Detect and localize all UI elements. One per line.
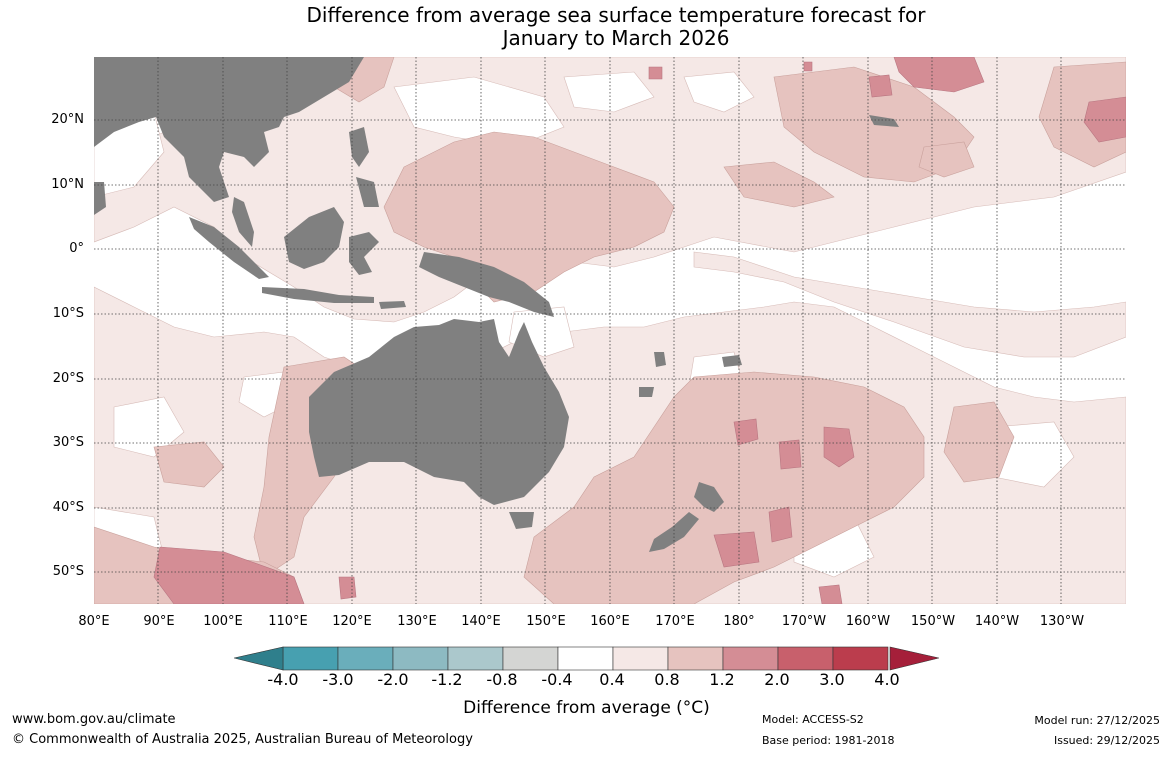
colorbar-segment (282, 646, 339, 671)
cbar-tick-m4.0: -4.0 (267, 670, 299, 689)
lon-label-160w: 160°W (845, 614, 891, 629)
lon-label-140w: 140°W (974, 614, 1020, 629)
colorbar-label: Difference from average (°C) (463, 698, 710, 718)
colorbar-segment (502, 646, 559, 671)
colorbar-segment (777, 646, 834, 671)
lon-label-130w: 130°W (1039, 614, 1085, 629)
cbar-tick-0.4: 0.4 (599, 670, 625, 689)
colorbar-segment (832, 646, 889, 671)
colorbar-segment (447, 646, 504, 671)
title-line-1: Difference from average sea surface temp… (306, 3, 926, 27)
lon-label-100e: 100°E (203, 614, 243, 629)
lat-label-20n: 20°N (51, 112, 84, 127)
land (94, 57, 899, 552)
sst-anomaly-map (94, 57, 1126, 604)
lon-label-170w: 170°W (781, 614, 827, 629)
colorbar-right-extension (889, 646, 939, 671)
cbar-tick-m3.0: -3.0 (322, 670, 354, 689)
lat-label-30s: 30°S (52, 435, 84, 450)
cbar-tick-m2.0: -2.0 (377, 670, 409, 689)
lon-label-170e: 170°E (655, 614, 695, 629)
colorbar-segment (667, 646, 724, 671)
cbar-tick-0.8: 0.8 (654, 670, 680, 689)
lon-label-160e: 160°E (590, 614, 630, 629)
lon-label-150w: 150°W (910, 614, 956, 629)
lon-label-180: 180° (723, 614, 755, 629)
lon-label-120e: 120°E (332, 614, 372, 629)
lat-label-10n: 10°N (51, 177, 84, 192)
colorbar-segment (612, 646, 669, 671)
anomaly-band-1.2-2.0 (153, 57, 1126, 604)
lat-label-20s: 20°S (52, 371, 84, 386)
lon-label-110e: 110°E (268, 614, 308, 629)
cbar-tick-2.0: 2.0 (764, 670, 790, 689)
map-canvas (94, 57, 1126, 604)
cbar-tick-1.2: 1.2 (709, 670, 735, 689)
graticule (94, 57, 1126, 604)
cbar-tick-4.0: 4.0 (874, 670, 900, 689)
cbar-tick-m0.8: -0.8 (486, 670, 518, 689)
lat-label-50s: 50°S (52, 564, 84, 579)
colorbar-segment (722, 646, 779, 671)
lat-label-40s: 40°S (52, 500, 84, 515)
cbar-tick-m1.2: -1.2 (431, 670, 463, 689)
lon-label-140e: 140°E (461, 614, 501, 629)
lat-label-0: 0° (69, 241, 84, 256)
colorbar-segments (282, 646, 889, 671)
colorbar-segment (557, 646, 614, 671)
footer-issued: Issued: 29/12/2025 (1053, 734, 1160, 747)
colorbar-segment (337, 646, 394, 671)
footer-copyright: © Commonwealth of Australia 2025, Austra… (12, 732, 473, 747)
lon-label-90e: 90°E (143, 614, 175, 629)
footer-model: Model: ACCESS-S2 (762, 713, 864, 726)
lat-label-10s: 10°S (52, 306, 84, 321)
cbar-tick-m0.4: -0.4 (541, 670, 573, 689)
lon-label-80e: 80°E (78, 614, 110, 629)
footer-base-period: Base period: 1981-2018 (762, 734, 895, 747)
lon-label-150e: 150°E (526, 614, 566, 629)
footer-url[interactable]: www.bom.gov.au/climate (12, 712, 176, 727)
colorbar-segment (392, 646, 449, 671)
map-title: Difference from average sea surface temp… (0, 4, 1173, 50)
colorbar (234, 646, 939, 671)
cbar-tick-3.0: 3.0 (819, 670, 845, 689)
title-line-2: January to March 2026 (502, 26, 730, 50)
lon-label-130e: 130°E (397, 614, 437, 629)
colorbar-left-extension (234, 646, 284, 671)
footer-model-run: Model run: 27/12/2025 (1034, 714, 1160, 727)
